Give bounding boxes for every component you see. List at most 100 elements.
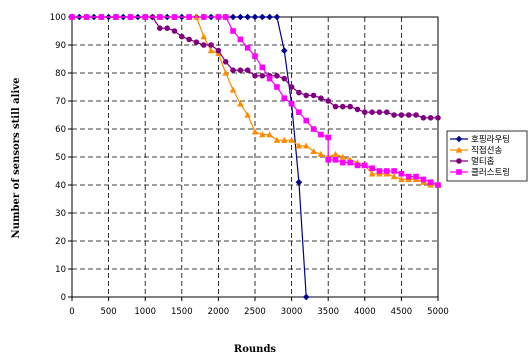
diamond-marker xyxy=(259,13,266,21)
triangle-marker xyxy=(280,136,288,143)
square-marker xyxy=(266,75,273,82)
circle-marker xyxy=(259,73,266,79)
legend-entry: 멀티홉 xyxy=(450,156,495,167)
square-marker xyxy=(171,14,178,20)
triangle-marker xyxy=(339,153,347,160)
square-marker xyxy=(252,53,258,59)
square-marker xyxy=(325,157,331,163)
x-tick-label: 1000 xyxy=(134,307,156,317)
x-tick-label: 2500 xyxy=(244,307,266,317)
circle-marker xyxy=(157,25,163,32)
circle-marker xyxy=(332,103,339,110)
circle-marker xyxy=(288,84,295,90)
triangle-marker xyxy=(222,69,230,76)
circle-marker xyxy=(340,103,346,110)
circle-marker xyxy=(208,42,214,48)
circle-marker xyxy=(325,98,332,104)
x-tick-label: 500 xyxy=(100,307,116,317)
circle-marker xyxy=(420,115,427,121)
triangle-marker xyxy=(455,146,463,153)
circle-marker xyxy=(222,59,229,65)
x-tick-label: 4000 xyxy=(354,307,376,317)
square-marker xyxy=(405,173,412,180)
square-marker xyxy=(456,169,462,175)
square-marker xyxy=(222,14,229,20)
square-marker xyxy=(274,84,280,90)
square-marker xyxy=(215,14,222,20)
diamond-marker xyxy=(266,13,273,21)
triangle-marker xyxy=(368,170,376,177)
square-marker xyxy=(427,179,434,185)
square-marker xyxy=(310,126,317,132)
circle-marker xyxy=(354,106,361,113)
triangle-marker xyxy=(200,33,208,40)
circle-marker xyxy=(193,39,200,45)
circle-marker xyxy=(179,33,185,40)
triangle-marker xyxy=(229,86,237,93)
triangle-marker xyxy=(259,131,266,138)
square-marker xyxy=(332,157,339,163)
legend-entry: 직접선송 xyxy=(450,145,502,156)
series-4 xyxy=(69,14,441,188)
circle-marker xyxy=(274,73,280,79)
y-tick-label: 30 xyxy=(55,209,66,219)
circle-marker xyxy=(318,95,324,101)
triangle-marker xyxy=(273,136,281,143)
axes xyxy=(68,16,439,301)
square-marker xyxy=(244,45,251,51)
diamond-marker xyxy=(251,13,259,21)
square-marker xyxy=(347,159,353,166)
triangle-marker xyxy=(310,148,317,155)
square-marker xyxy=(157,14,163,20)
triangle-marker xyxy=(295,142,303,149)
triangle-marker xyxy=(390,173,398,180)
legend-label: 호핑라우팅 xyxy=(471,134,510,145)
square-marker xyxy=(362,162,368,169)
y-tick-label: 100 xyxy=(50,13,66,23)
circle-marker xyxy=(435,115,441,121)
square-marker xyxy=(83,14,90,20)
y-axis-title: Number of sensors still alive xyxy=(11,78,22,239)
circle-marker xyxy=(303,92,310,99)
diamond-marker xyxy=(244,13,251,21)
y-tick-label: 90 xyxy=(55,41,66,51)
square-marker xyxy=(113,14,119,20)
y-tick-label: 50 xyxy=(55,153,66,163)
circle-marker xyxy=(215,47,222,54)
y-tick-label: 70 xyxy=(55,97,66,107)
legend-label: 직접선송 xyxy=(471,145,502,156)
square-marker xyxy=(383,168,390,174)
square-marker xyxy=(435,182,441,188)
circle-marker xyxy=(230,67,236,73)
circle-marker xyxy=(369,109,375,115)
legend-label: 멀티홉 xyxy=(471,156,495,167)
square-marker xyxy=(230,28,236,34)
square-marker xyxy=(98,14,105,20)
square-marker xyxy=(413,173,419,180)
square-marker xyxy=(376,168,383,174)
x-tick-label: 3000 xyxy=(281,307,303,317)
triangle-marker xyxy=(251,128,259,135)
x-tick-label: 5000 xyxy=(427,307,449,317)
square-marker xyxy=(340,159,346,166)
legend-entry: 클러스트링 xyxy=(450,167,510,178)
diamond-marker xyxy=(455,135,463,143)
square-marker xyxy=(354,162,361,169)
y-tick-label: 0 xyxy=(61,293,66,303)
diamond-marker xyxy=(302,293,310,301)
circle-marker xyxy=(398,112,405,118)
square-marker xyxy=(186,14,192,20)
square-marker xyxy=(296,109,302,115)
series-line xyxy=(72,16,438,119)
y-tick-label: 40 xyxy=(55,181,66,191)
triangle-marker xyxy=(266,131,273,138)
circle-marker xyxy=(164,25,170,32)
circle-marker xyxy=(405,112,412,118)
y-tick-label: 60 xyxy=(55,125,66,135)
square-marker xyxy=(391,168,397,174)
square-marker xyxy=(200,14,207,20)
diamond-marker xyxy=(237,13,244,21)
circle-marker xyxy=(281,75,288,82)
x-tick-label: 2000 xyxy=(208,307,230,317)
x-tick-label: 4500 xyxy=(391,307,413,317)
